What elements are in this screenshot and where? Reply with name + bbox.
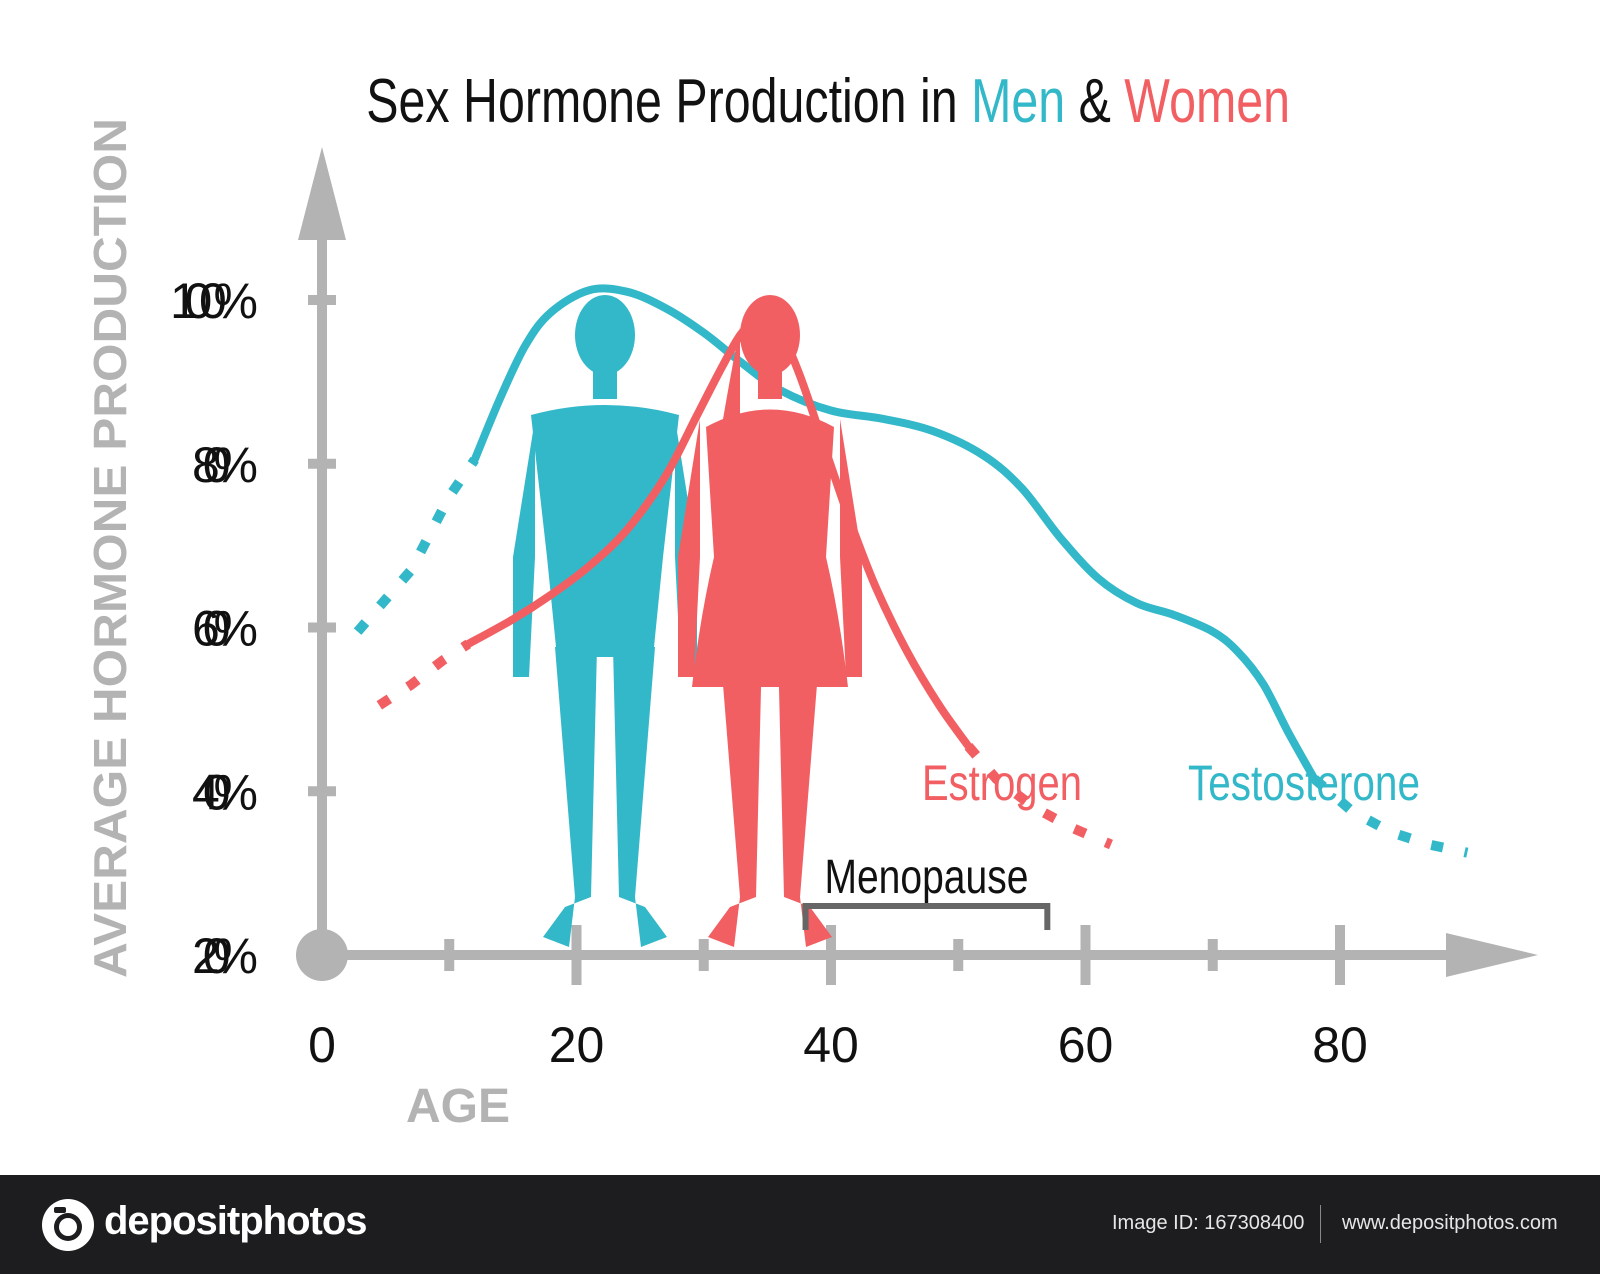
axis-origin-dot <box>296 929 348 981</box>
brand-name: depositphotos <box>104 1199 368 1243</box>
chart-axes <box>296 147 1538 985</box>
chart-title: Sex Hormone Production in Men & Women <box>204 66 1452 137</box>
title-amp: & <box>1065 67 1125 136</box>
x-axis-arrow <box>1446 933 1538 977</box>
testosterone-dotted-start <box>353 456 479 635</box>
series-layer-front <box>376 316 1113 850</box>
x-tick-label: 40 <box>803 1017 859 1073</box>
menopause-label: Menopause <box>824 851 1028 904</box>
estrogen-dotted-start <box>376 639 472 710</box>
testosterone-dotted-end <box>1311 775 1469 858</box>
menopause-bracket <box>802 903 1051 930</box>
female-silhouette-icon <box>678 295 862 947</box>
y-tick-label: 40% <box>192 764 258 820</box>
y-tick-label: 100% <box>170 273 258 329</box>
testosterone-label: Testosterone <box>1188 755 1420 811</box>
x-tick-label: 0 <box>308 1017 336 1073</box>
y-tick-label: 60% <box>192 601 258 657</box>
x-tick-label: 80 <box>1312 1017 1368 1073</box>
title-prefix: Sex Hormone Production in <box>366 67 972 136</box>
testosterone-line <box>470 284 1319 783</box>
chart-labels: 20% 40% 60% 80% 100% 0 20 40 60 80 AGE AVERAGE HORM… <box>84 118 1420 1133</box>
estrogen-line <box>464 316 973 751</box>
y-tick-label: 20% <box>192 928 258 984</box>
title-women: Women <box>1124 67 1291 136</box>
y-tick-label: 80% <box>192 437 258 493</box>
x-axis-title: AGE <box>406 1080 510 1133</box>
footer-bar: depositphotos Image ID: 167308400 www.de… <box>0 1175 1600 1274</box>
y-axis-arrow <box>298 147 346 240</box>
camera-logo-icon <box>42 1199 94 1251</box>
image-id: Image ID: 167308400 <box>1112 1212 1305 1234</box>
y-axis-title: AVERAGE HORMONE PRODUCTION <box>84 118 136 978</box>
hormone-chart: 20% 40% 60% 80% 100% 0 20 40 60 80 AGE AVERAGE HORM… <box>84 118 1538 1133</box>
x-tick-label: 20 <box>549 1017 605 1073</box>
title-men: Men <box>971 67 1066 136</box>
series-layer <box>353 284 1469 858</box>
footer-divider <box>1320 1205 1321 1243</box>
x-tick-label: 60 <box>1058 1017 1114 1073</box>
male-silhouette-icon <box>513 295 697 947</box>
site-link[interactable]: www.depositphotos.com <box>1342 1212 1558 1234</box>
estrogen-label: Estrogen <box>922 755 1082 811</box>
